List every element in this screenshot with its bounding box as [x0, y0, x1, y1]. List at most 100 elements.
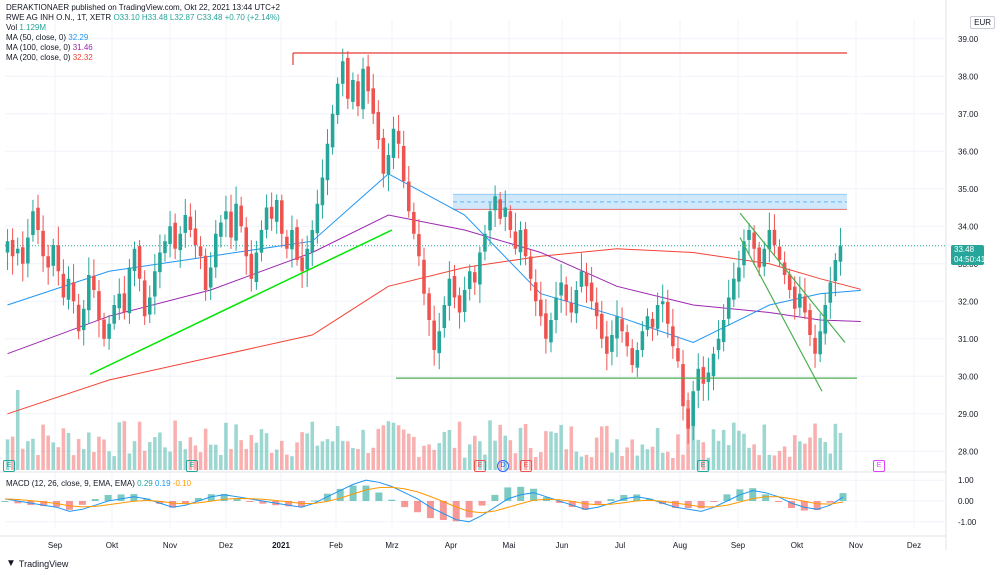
- candle[interactable]: [584, 262, 589, 303]
- candle[interactable]: [346, 51, 350, 110]
- candle[interactable]: [554, 281, 558, 334]
- candle[interactable]: [508, 205, 513, 239]
- earnings-marker-e[interactable]: E: [186, 460, 198, 472]
- channel-lower-line[interactable]: [739, 237, 823, 392]
- candle[interactable]: [442, 296, 447, 338]
- candle[interactable]: [132, 241, 137, 287]
- candle[interactable]: [239, 196, 243, 233]
- channel-upper-line[interactable]: [739, 212, 846, 343]
- candle[interactable]: [605, 320, 609, 371]
- ma100-line[interactable]: [7, 214, 861, 355]
- candle[interactable]: [391, 116, 396, 170]
- macd-line[interactable]: [4, 479, 844, 523]
- candle[interactable]: [117, 278, 122, 320]
- candle[interactable]: [686, 392, 690, 444]
- uptrend-line[interactable]: [89, 229, 393, 376]
- earnings-marker-e[interactable]: E: [474, 460, 486, 472]
- tradingview-logo[interactable]: ▼ TradingView: [6, 558, 68, 569]
- candle[interactable]: [127, 258, 132, 324]
- candle[interactable]: [213, 220, 218, 278]
- candle[interactable]: [10, 228, 15, 275]
- candle[interactable]: [676, 336, 680, 368]
- candle[interactable]: [640, 321, 645, 358]
- candle[interactable]: [833, 253, 838, 297]
- candle[interactable]: [650, 311, 655, 341]
- candle[interactable]: [259, 220, 264, 262]
- candle[interactable]: [56, 226, 61, 286]
- candle[interactable]: [437, 312, 442, 370]
- candle[interactable]: [630, 339, 635, 373]
- candle[interactable]: [168, 211, 172, 258]
- candle[interactable]: [523, 221, 528, 266]
- candle[interactable]: [412, 202, 416, 240]
- candle[interactable]: [559, 264, 563, 313]
- candle[interactable]: [396, 114, 401, 159]
- candle[interactable]: [671, 308, 675, 359]
- candle[interactable]: [290, 215, 294, 268]
- candle[interactable]: [153, 253, 157, 315]
- dividend-marker-d[interactable]: D: [497, 460, 509, 472]
- candle[interactable]: [249, 240, 254, 292]
- earnings-marker-e[interactable]: E: [697, 460, 709, 472]
- candle[interactable]: [533, 269, 538, 317]
- candle[interactable]: [198, 236, 203, 270]
- candle[interactable]: [528, 249, 533, 291]
- candle[interactable]: [366, 54, 370, 104]
- candle[interactable]: [208, 252, 213, 301]
- candle[interactable]: [498, 191, 502, 225]
- macd-legend[interactable]: MACD (12, 26, close, 9, EMA, EMA) 0.29 0…: [6, 479, 191, 489]
- candle[interactable]: [757, 241, 761, 276]
- candle[interactable]: [300, 238, 304, 289]
- candle[interactable]: [808, 303, 812, 347]
- candle[interactable]: [20, 231, 25, 282]
- candle[interactable]: [691, 380, 695, 441]
- candle[interactable]: [269, 192, 274, 231]
- candle[interactable]: [645, 308, 650, 337]
- candle[interactable]: [696, 353, 701, 409]
- candle[interactable]: [828, 266, 833, 319]
- candle[interactable]: [173, 213, 177, 260]
- candle[interactable]: [147, 285, 152, 324]
- candle[interactable]: [732, 262, 736, 308]
- candle[interactable]: [462, 276, 467, 323]
- candle[interactable]: [320, 159, 325, 219]
- candle[interactable]: [726, 279, 731, 326]
- candle[interactable]: [51, 238, 56, 277]
- candle[interactable]: [518, 221, 523, 266]
- currency-button[interactable]: EUR: [970, 16, 995, 29]
- earnings-marker-e[interactable]: E: [873, 460, 885, 472]
- candle[interactable]: [315, 189, 320, 244]
- candle[interactable]: [427, 287, 431, 336]
- candle[interactable]: [478, 246, 482, 303]
- candle[interactable]: [569, 286, 574, 323]
- candle[interactable]: [356, 74, 360, 117]
- candle[interactable]: [838, 227, 843, 276]
- candle[interactable]: [234, 186, 238, 251]
- candle[interactable]: [564, 276, 568, 316]
- candle[interactable]: [361, 57, 365, 119]
- candle[interactable]: [203, 248, 208, 301]
- candle[interactable]: [473, 265, 477, 295]
- candle[interactable]: [254, 240, 259, 290]
- candle[interactable]: [330, 104, 335, 155]
- candle[interactable]: [549, 312, 553, 353]
- candle[interactable]: [264, 194, 269, 239]
- candle[interactable]: [274, 194, 279, 234]
- candle[interactable]: [432, 305, 436, 366]
- candle[interactable]: [229, 194, 233, 249]
- candle[interactable]: [406, 166, 411, 218]
- candle[interactable]: [178, 226, 182, 268]
- candle[interactable]: [102, 312, 106, 347]
- candle[interactable]: [742, 229, 746, 278]
- candle[interactable]: [76, 294, 81, 340]
- candle[interactable]: [772, 214, 777, 256]
- candle[interactable]: [452, 264, 457, 309]
- candle[interactable]: [376, 100, 381, 149]
- candle[interactable]: [635, 342, 640, 377]
- volume-legend[interactable]: Vol 1.129M: [6, 23, 46, 33]
- candle[interactable]: [97, 280, 101, 338]
- candle[interactable]: [457, 287, 462, 329]
- candle[interactable]: [107, 314, 111, 350]
- ma50-line[interactable]: [7, 173, 861, 344]
